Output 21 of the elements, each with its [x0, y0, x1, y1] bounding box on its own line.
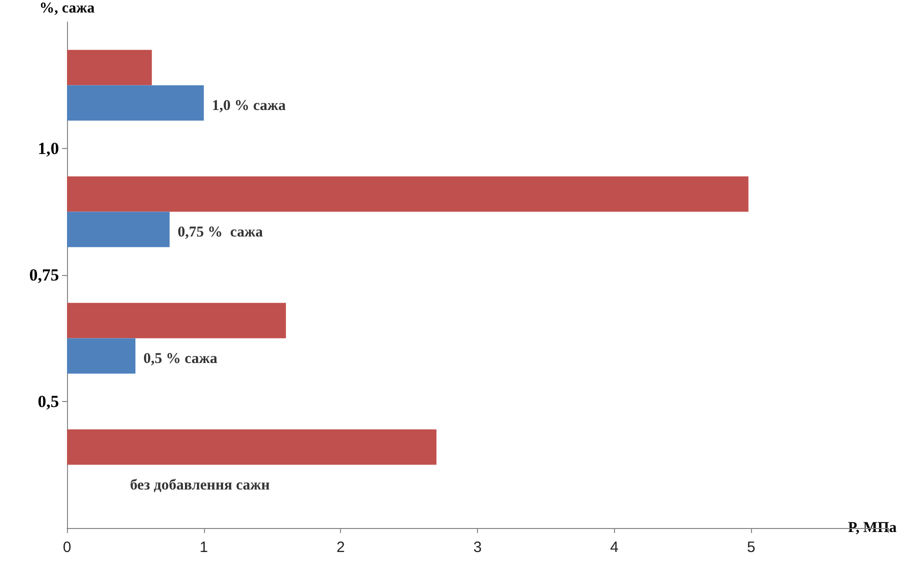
x-tick-label: 1 — [200, 539, 208, 556]
y-tick-label: 0,75 — [29, 266, 59, 284]
y-tick-label: 0,5 — [38, 392, 59, 411]
annotation: 0,75 % сажа — [178, 224, 264, 240]
x-tick-label: 5 — [746, 539, 756, 556]
x-tick-label: 3 — [473, 539, 482, 556]
annotation: 0,5 % сажа — [143, 350, 218, 367]
bar — [67, 338, 136, 374]
bar — [67, 302, 286, 338]
bar — [67, 176, 748, 212]
bar — [67, 85, 204, 121]
x-tick-label: 0 — [62, 539, 72, 556]
y-axis-title: %, сажа — [39, 0, 96, 16]
annotation: без добавлення сажн — [130, 477, 270, 494]
x-tick-label: 4 — [610, 539, 619, 556]
annotation: 1,0 % сажа — [212, 98, 286, 114]
bar — [67, 429, 436, 465]
bar — [67, 212, 170, 248]
bar — [67, 50, 152, 86]
y-tick-label: 1,0 — [38, 139, 59, 158]
x-tick-label: 2 — [336, 539, 345, 556]
